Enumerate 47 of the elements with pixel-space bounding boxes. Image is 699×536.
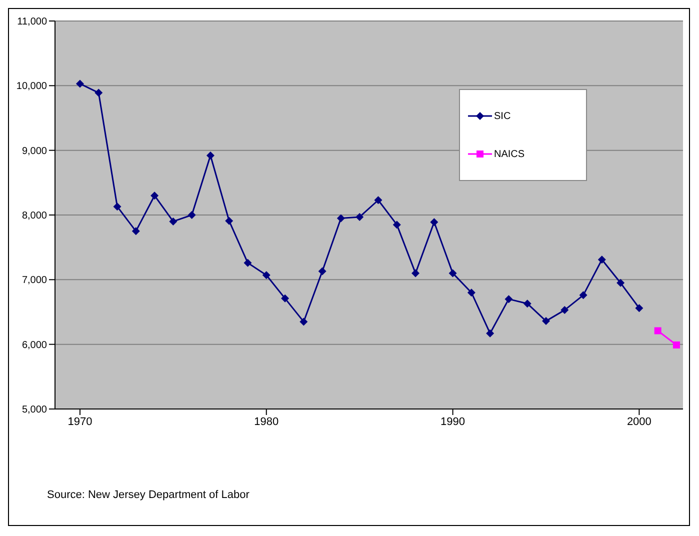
y-tick-label: 5,000 (22, 404, 48, 416)
y-tick-label: 11,000 (17, 16, 48, 28)
point (356, 212, 364, 221)
point (616, 278, 625, 287)
point (374, 196, 382, 204)
point (76, 80, 84, 88)
point (635, 304, 644, 312)
point (206, 152, 214, 160)
point (523, 300, 532, 308)
point (244, 258, 252, 267)
x-tick-label: 1980 (254, 416, 279, 428)
legend-label: NAICS (494, 148, 525, 160)
point (430, 218, 438, 226)
y-tick-label: 9,000 (22, 146, 48, 157)
legend-label: SIC (494, 110, 511, 122)
point (318, 267, 326, 276)
point (225, 216, 234, 225)
point (412, 269, 420, 278)
point (392, 220, 401, 229)
point (113, 202, 122, 211)
source-note: Source: New Jersey Department of Labor (47, 489, 250, 501)
point (169, 217, 178, 226)
x-tick-label: 1970 (68, 416, 92, 428)
point (672, 341, 680, 348)
point (560, 306, 569, 314)
point (654, 327, 662, 334)
point (188, 211, 196, 219)
point (467, 288, 476, 297)
point (150, 192, 159, 200)
point (132, 227, 140, 236)
point (542, 317, 550, 326)
point (448, 269, 457, 278)
point (262, 271, 270, 280)
y-tick-label: 7,000 (22, 275, 48, 286)
y-tick-label: 6,000 (22, 340, 48, 351)
point (504, 295, 513, 304)
point (300, 318, 308, 326)
point (486, 329, 494, 338)
y-tick-label: 10,000 (16, 81, 48, 92)
x-tick-label: 1990 (440, 416, 466, 428)
point (281, 294, 290, 302)
point (579, 291, 588, 300)
point (598, 256, 606, 264)
y-tick-label: 8,000 (22, 210, 48, 222)
point (94, 88, 103, 97)
point (336, 214, 345, 222)
x-tick-label: 2000 (626, 416, 652, 428)
